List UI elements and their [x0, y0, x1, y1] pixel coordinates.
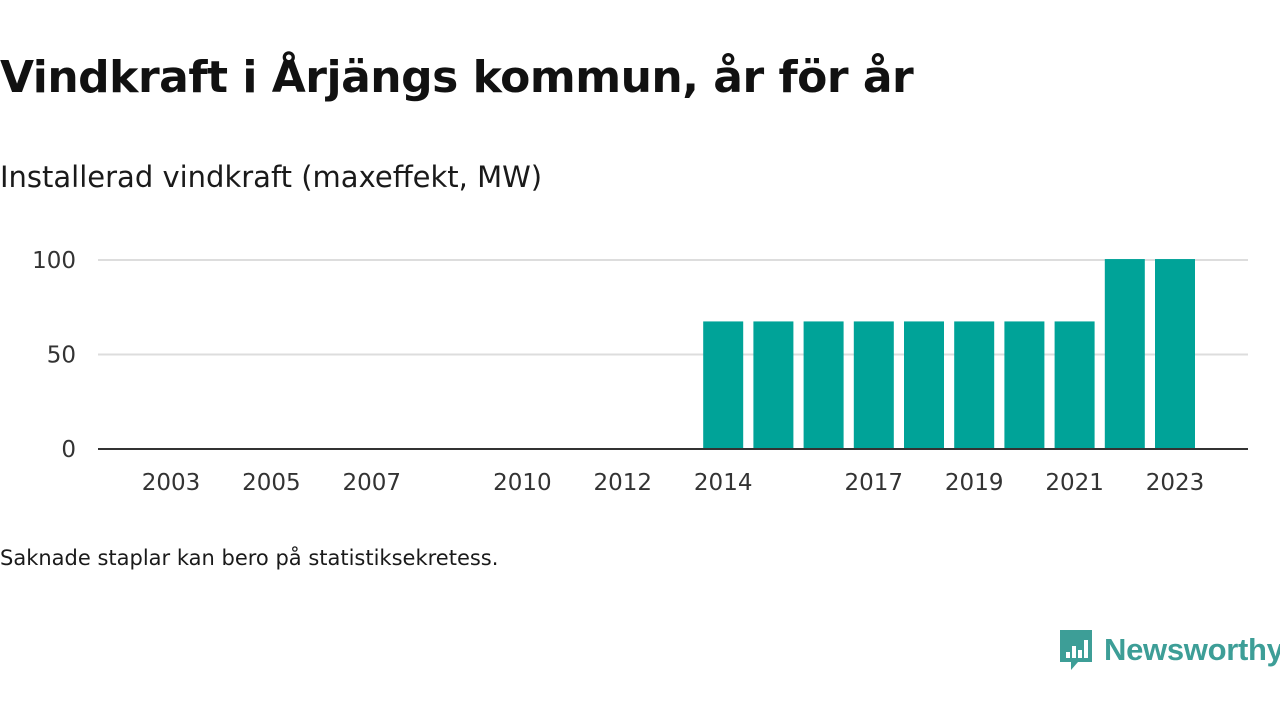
bar-2017	[853, 321, 894, 449]
bar-2014	[703, 321, 744, 449]
chart-subtitle: Installerad vindkraft (maxeffekt, MW)	[0, 160, 543, 194]
x-tick-label-2010: 2010	[493, 470, 552, 496]
y-tick-label-100: 100	[32, 248, 76, 274]
bar-2018	[904, 321, 944, 449]
bar-2019	[954, 321, 995, 449]
chart-title: Vindkraft i Årjängs kommun, år för år	[0, 52, 914, 103]
x-tick-label-2003: 2003	[142, 470, 201, 496]
bars	[703, 259, 1195, 449]
bar-2022	[1104, 259, 1145, 449]
x-tick-label-2021: 2021	[1045, 470, 1104, 496]
x-tick-label-2017: 2017	[845, 470, 904, 496]
x-tick-label-2007: 2007	[343, 470, 402, 496]
x-tick-label-2005: 2005	[242, 470, 301, 496]
bar-2023	[1155, 259, 1195, 449]
y-tick-label-0: 0	[61, 437, 76, 463]
bar-2015	[753, 321, 794, 449]
x-tick-label-2012: 2012	[594, 470, 653, 496]
x-tick-label-2023: 2023	[1146, 470, 1205, 496]
bar-2021	[1054, 321, 1095, 449]
bar-chart: 0 50 100 2003 2005 2007 2010 2012 2014 2017 2019 20…	[32, 248, 1248, 496]
y-tick-label-50: 50	[47, 343, 76, 369]
brand-name: Newsworthy	[1104, 632, 1280, 667]
brand-logo: Newsworthy	[1058, 628, 1280, 672]
newsworthy-logo-icon	[1060, 630, 1092, 670]
bar-2020	[1004, 321, 1045, 449]
axes: 0 50 100 2003 2005 2007 2010 2012 2014 2017 2019 20…	[32, 248, 1248, 496]
footnote: Saknade staplar kan bero på statistiksek…	[0, 546, 499, 570]
bar-2016	[803, 321, 844, 449]
x-tick-label-2019: 2019	[945, 470, 1004, 496]
x-tick-label-2014: 2014	[694, 470, 753, 496]
